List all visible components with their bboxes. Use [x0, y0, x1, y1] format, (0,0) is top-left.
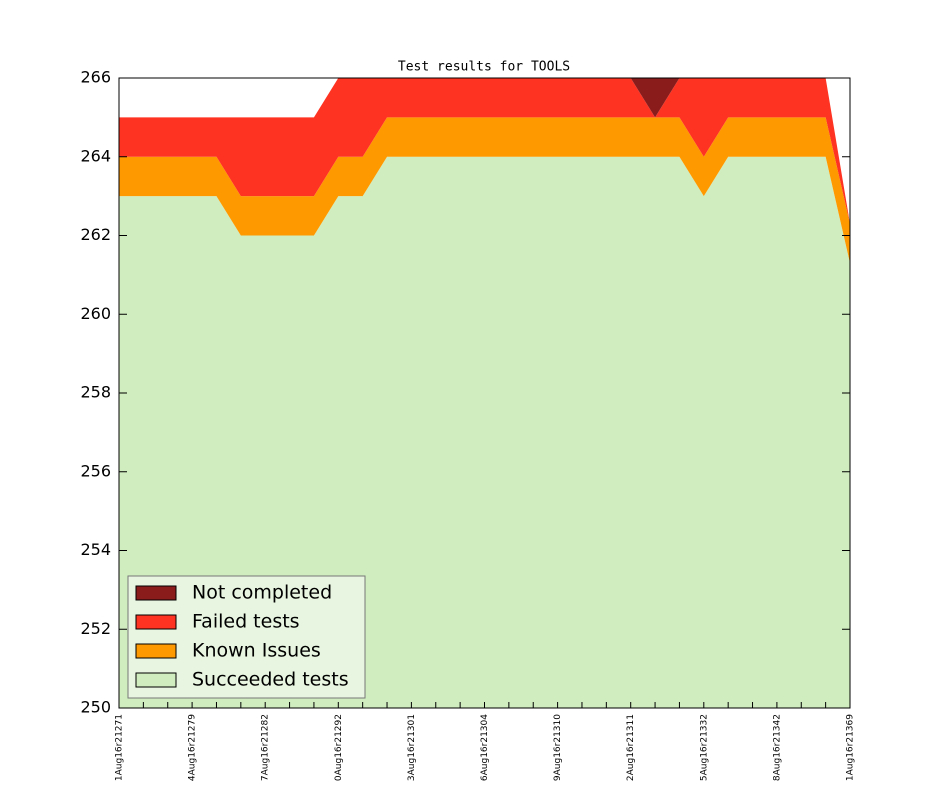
- x-tick-label: 0Aug16r21292: [334, 714, 344, 781]
- legend-label: Succeeded tests: [192, 669, 349, 691]
- area: [119, 117, 850, 264]
- x-tick-label: 9Aug16r21310: [553, 714, 563, 781]
- legend-swatch: [135, 672, 177, 688]
- area: [119, 78, 850, 224]
- chart-title: Test results for TOOLS: [398, 60, 570, 75]
- legend-swatch: [135, 643, 177, 659]
- y-tick-label: 254: [80, 540, 111, 559]
- y-tick-label: 256: [80, 461, 111, 480]
- y-tick-label: 266: [80, 68, 111, 87]
- plot-areas: [119, 78, 850, 708]
- legend-swatch: [135, 585, 177, 601]
- x-tick-label: 1Aug16r21271: [115, 714, 125, 781]
- y-tick-label: 250: [80, 698, 111, 717]
- y-tick-label: 258: [80, 383, 111, 402]
- x-tick-label: 2Aug16r21311: [626, 714, 636, 781]
- x-tick-label: 8Aug16r21342: [772, 714, 782, 781]
- x-tick-label: 4Aug16r21279: [188, 714, 198, 781]
- y-tick-label: 260: [80, 304, 111, 323]
- x-tick-label: 3Aug16r21301: [407, 714, 417, 781]
- x-tick-label: 5Aug16r21332: [699, 714, 709, 781]
- y-tick-label: 264: [80, 146, 111, 165]
- y-tick-label: 252: [80, 619, 111, 638]
- legend: Not completed Failed tests Known Issues Suc…: [127, 575, 366, 699]
- area: [119, 156, 850, 708]
- x-tick-label: 6Aug16r21304: [480, 714, 490, 781]
- x-tick-label: 7Aug16r21282: [261, 714, 271, 781]
- legend-label: Failed tests: [192, 611, 300, 633]
- legend-swatch: [135, 614, 177, 630]
- x-tick-label: 1Aug16r21369: [846, 714, 856, 781]
- legend-label: Known Issues: [192, 640, 321, 662]
- y-tick-label: 262: [80, 225, 111, 244]
- legend-label: Not completed: [192, 582, 332, 604]
